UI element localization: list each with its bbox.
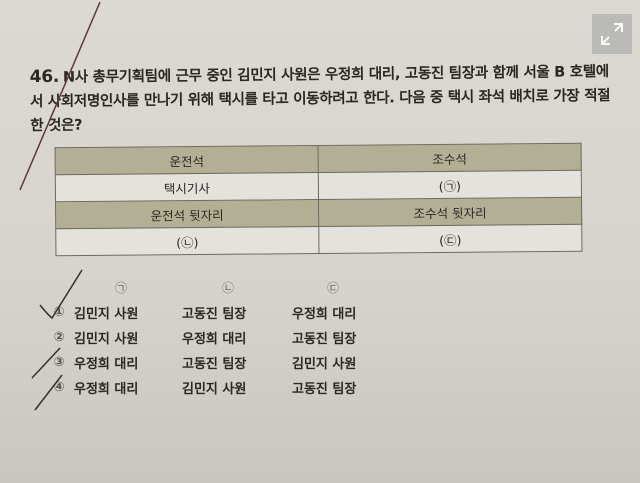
- expand-icon[interactable]: [592, 14, 632, 54]
- cell: 고동진 팀장: [182, 307, 247, 322]
- option-2[interactable]: ② 김민지 사원 우정희 대리 고동진 팀장: [48, 325, 402, 350]
- cell: 우정희 대리: [292, 307, 357, 322]
- cell: 우정희 대리: [74, 357, 139, 372]
- strike-mark: [31, 347, 61, 379]
- expand-arrows-icon: [601, 23, 623, 45]
- cell: 고동진 팀장: [292, 382, 357, 397]
- cell: 김민지 사원: [74, 332, 139, 347]
- header: ㉡: [222, 281, 235, 295]
- cell: 고동진 팀장: [182, 357, 247, 372]
- cell: 김민지 사원: [74, 307, 139, 322]
- strike-mark: [34, 374, 63, 411]
- cell: 우정희 대리: [74, 382, 139, 397]
- option-4[interactable]: ④ 우정희 대리 김민지 사원 고동진 팀장: [48, 375, 402, 400]
- marker: ②: [53, 330, 65, 345]
- pen-stroke: [19, 1, 101, 191]
- cell: 김민지 사원: [182, 382, 247, 397]
- check-mark: [39, 269, 83, 320]
- header: ㉠: [115, 281, 128, 295]
- cell: 우정희 대리: [182, 332, 247, 347]
- answer-options: ㉠ ㉡ ㉢ ① 김민지 사원 고동진 팀장 우정희 대리 ② 김민지 사원 우정희 대리 고…: [48, 275, 402, 400]
- cell: 김민지 사원: [292, 357, 357, 372]
- marker: ④: [53, 380, 65, 395]
- header: ㉢: [327, 281, 340, 295]
- options-header: ㉠ ㉡ ㉢: [48, 275, 402, 300]
- marker: ①: [53, 305, 65, 320]
- option-1[interactable]: ① 김민지 사원 고동진 팀장 우정희 대리: [48, 300, 402, 325]
- cell: 고동진 팀장: [292, 332, 357, 347]
- marker: ③: [53, 355, 65, 370]
- option-3[interactable]: ③ 우정희 대리 고동진 팀장 김민지 사원: [48, 350, 402, 375]
